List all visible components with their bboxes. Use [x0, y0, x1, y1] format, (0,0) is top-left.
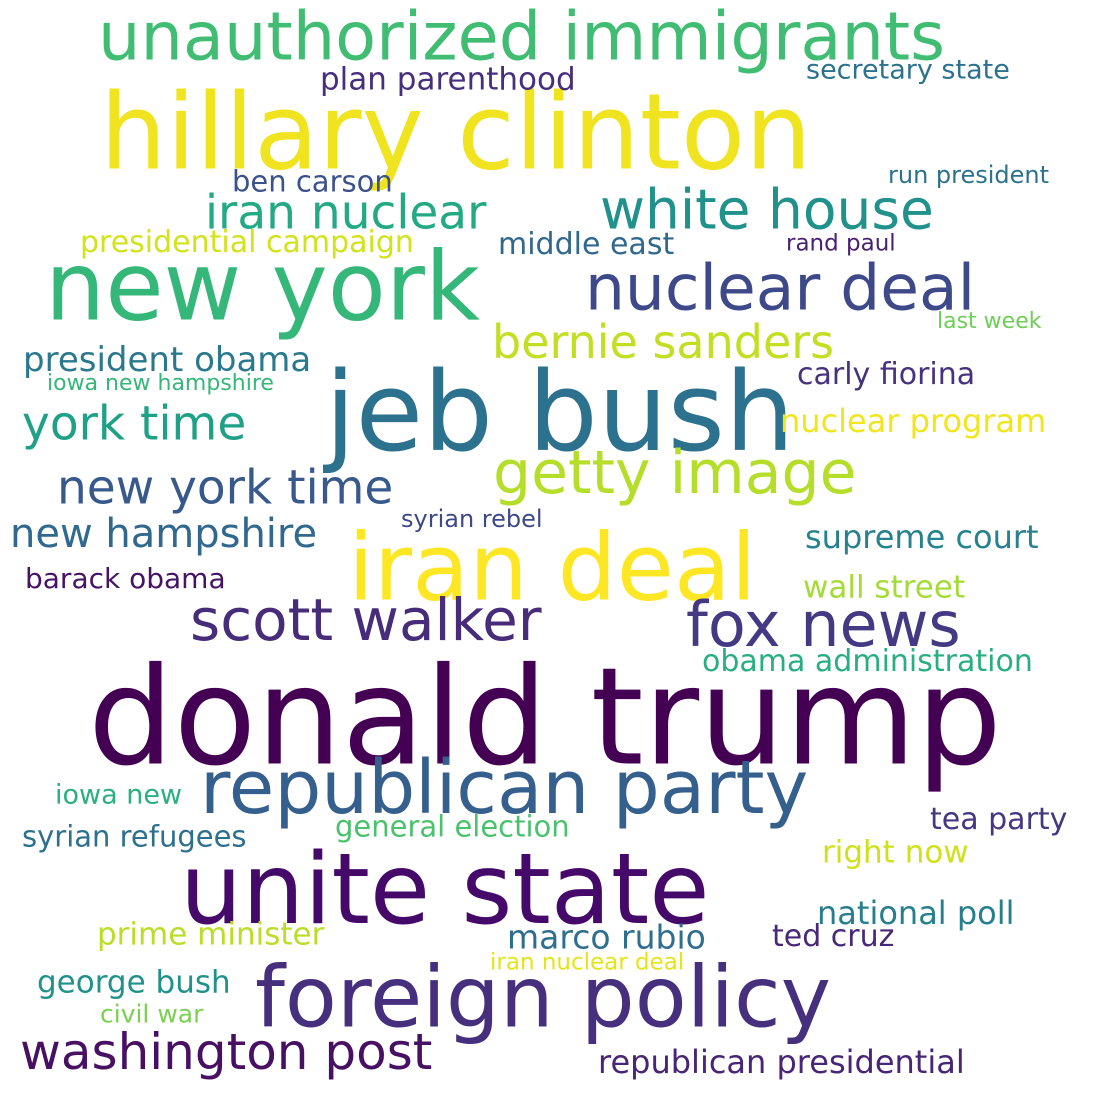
word-barack-obama: barack obama — [25, 562, 226, 595]
word-run-president: run president — [888, 161, 1050, 189]
word-middle-east: middle east — [498, 227, 675, 262]
word-marco-rubio: marco rubio — [507, 917, 706, 957]
word-plan-parenthood: plan parenthood — [320, 61, 576, 98]
word-wall-street: wall street — [803, 569, 966, 606]
word-tea-party: tea party — [930, 802, 1068, 837]
word-foreign-policy: foreign policy — [255, 948, 831, 1048]
word-obama-administration: obama administration — [702, 644, 1033, 679]
word-new-hampshire: new hampshire — [10, 511, 318, 557]
word-presidential-campaign: presidential campaign — [80, 225, 414, 260]
word-right-now: right now — [822, 834, 969, 871]
word-scott-walker: scott walker — [190, 586, 542, 654]
word-donald-trump: donald trump — [88, 638, 1002, 796]
word-unite-state: unite state — [180, 833, 710, 947]
word-getty-image: getty image — [493, 438, 857, 508]
word-iran-nuclear-deal: iran nuclear deal — [490, 949, 685, 976]
word-jeb-bush: jeb bush — [325, 348, 795, 476]
word-iran-nuclear: iran nuclear — [205, 185, 487, 241]
word-nuclear-deal: nuclear deal — [585, 251, 976, 325]
word-york-time: york time — [22, 396, 247, 452]
word-new-york-time: new york time — [57, 460, 394, 516]
word-iowa-new-hampshire: iowa new hampshire — [47, 371, 274, 396]
word-syrian-refugees: syrian refugees — [22, 819, 247, 854]
word-nuclear-program: nuclear program — [780, 402, 1047, 440]
word-secretary-state: secretary state — [806, 54, 1010, 86]
word-fox-news: fox news — [686, 588, 961, 661]
word-iran-deal: iran deal — [348, 513, 757, 622]
word-carly-fiorina: carly fiorina — [797, 357, 976, 392]
word-bernie-sanders: bernie sanders — [492, 315, 835, 369]
word-washington-post: washington post — [20, 1023, 433, 1081]
word-rand-paul: rand paul — [786, 230, 896, 257]
word-prime-minister: prime minister — [97, 916, 325, 953]
word-general-election: general election — [335, 809, 570, 844]
word-national-poll: national poll — [817, 894, 1015, 932]
word-unauthorized-immigrants: unauthorized immigrants — [98, 0, 946, 76]
word-syrian-rebel: syrian rebel — [401, 505, 543, 533]
word-last-week: last week — [937, 309, 1042, 334]
word-ted-cruz: ted cruz — [772, 919, 895, 954]
word-iowa-new: iowa new — [55, 779, 183, 811]
word-republican-party: republican party — [200, 745, 809, 831]
word-ben-carson: ben carson — [232, 164, 393, 199]
word-supreme-court: supreme court — [805, 518, 1039, 556]
word-white-house: white house — [600, 177, 934, 242]
word-republican-presidential: republican presidential — [598, 1043, 965, 1081]
word-new-york: new york — [45, 232, 480, 343]
word-george-bush: george bush — [37, 964, 231, 1001]
word-president-obama: president obama — [23, 340, 312, 380]
word-hillary-clinton: hillary clinton — [100, 71, 812, 194]
word-civil-war: civil war — [100, 999, 204, 1029]
